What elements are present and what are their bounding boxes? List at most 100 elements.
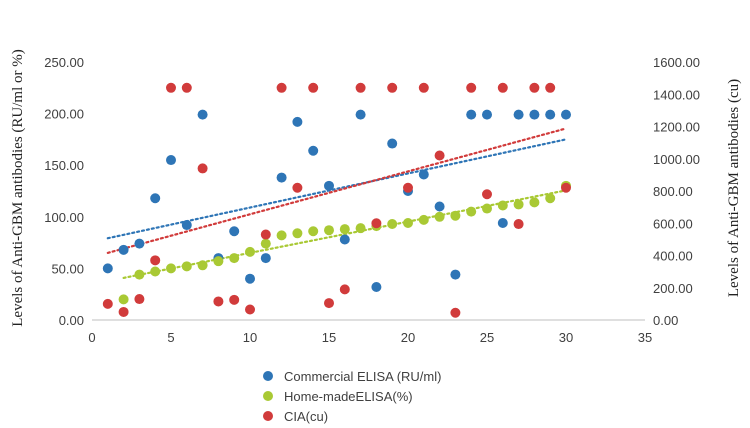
data-point <box>308 226 319 237</box>
x-tick-label: 20 <box>401 330 415 345</box>
data-point <box>403 217 413 228</box>
left-y-tick-label: 100.00 <box>44 210 84 225</box>
data-point <box>434 201 445 212</box>
data-point <box>181 220 192 231</box>
data-point <box>513 219 524 230</box>
right-y-tick-label: 800.00 <box>653 184 693 199</box>
x-tick-label: 30 <box>559 330 573 345</box>
data-point <box>339 224 350 235</box>
data-point <box>260 229 271 240</box>
trendline <box>106 138 568 240</box>
data-point <box>213 256 224 267</box>
data-point <box>434 211 445 222</box>
right-y-tick-label: 1000.00 <box>653 152 700 167</box>
data-point <box>450 269 461 280</box>
data-point <box>450 210 461 221</box>
data-point <box>529 82 540 93</box>
right-y-tick-label: 1200.00 <box>653 120 700 135</box>
left-y-tick-label: 150.00 <box>44 158 84 173</box>
data-point <box>324 180 334 191</box>
data-point <box>276 230 287 241</box>
legend: Commercial ELISA (RU/ml) Home-madeELISA(%… <box>263 369 441 424</box>
data-point <box>150 266 161 277</box>
data-point <box>371 281 382 292</box>
data-point <box>134 238 145 249</box>
right-y-tick-label: 200.00 <box>653 281 693 296</box>
data-point <box>260 253 271 264</box>
legend-marker <box>263 411 273 421</box>
data-point <box>134 294 145 305</box>
x-tick-label: 35 <box>638 330 652 345</box>
right-y-axis-ticks: 0.00 200.00 400.00 600.00 800.00 1000.00 1200.… <box>653 55 700 328</box>
left-y-tick-label: 50.00 <box>51 261 84 276</box>
data-point <box>545 193 556 204</box>
right-y-tick-label: 400.00 <box>653 249 693 264</box>
data-point <box>166 263 176 274</box>
data-point <box>292 228 303 239</box>
x-tick-label: 15 <box>322 330 336 345</box>
data-point <box>245 246 255 257</box>
data-point <box>339 284 350 295</box>
right-y-tick-label: 1400.00 <box>653 87 700 102</box>
data-point <box>434 150 445 161</box>
data-point <box>150 193 161 204</box>
legend-marker <box>263 371 273 381</box>
data-point <box>450 307 461 318</box>
x-tick-label: 0 <box>88 330 95 345</box>
data-point <box>561 109 571 120</box>
data-point <box>482 109 492 120</box>
legend-label: CIA(cu) <box>284 409 328 424</box>
left-y-axis-ticks: 0.00 50.00 100.00 150.00 200.00 250.00 <box>44 55 84 328</box>
data-point <box>545 109 556 120</box>
legend-label: Commercial ELISA (RU/ml) <box>284 369 441 384</box>
data-point <box>482 203 492 214</box>
data-point <box>229 226 240 237</box>
data-point <box>497 82 508 93</box>
data-point <box>134 269 145 280</box>
left-y-axis-label: Levels of Anti-GBM antibodies (RU/ml or … <box>10 49 26 326</box>
data-point <box>466 206 477 217</box>
data-point <box>181 261 192 272</box>
data-point <box>355 109 366 120</box>
trendlines <box>106 127 568 280</box>
data-point <box>324 225 334 236</box>
data-point <box>418 214 429 225</box>
data-points <box>102 82 571 318</box>
x-tick-label: 10 <box>243 330 257 345</box>
left-y-tick-label: 200.00 <box>44 107 84 122</box>
left-y-tick-label: 250.00 <box>44 55 84 70</box>
data-point <box>245 304 255 315</box>
data-point <box>418 82 429 93</box>
data-point <box>513 109 524 120</box>
x-tick-label: 5 <box>167 330 174 345</box>
x-axis-ticks: 0 5 10 15 20 25 30 35 <box>88 330 652 345</box>
data-point <box>213 296 224 307</box>
data-point <box>181 82 192 93</box>
data-point <box>197 260 208 271</box>
data-point <box>418 169 429 180</box>
data-point <box>229 253 240 264</box>
right-y-tick-label: 600.00 <box>653 216 693 231</box>
data-point <box>276 172 287 183</box>
data-point <box>292 182 303 193</box>
data-point <box>355 82 366 93</box>
data-point <box>276 82 287 93</box>
data-point <box>513 199 524 210</box>
data-point <box>197 163 208 174</box>
data-point <box>102 298 113 309</box>
data-point <box>229 294 240 305</box>
data-point <box>497 200 508 211</box>
data-point <box>403 182 413 193</box>
data-point <box>197 109 208 120</box>
data-point <box>387 219 398 230</box>
data-point <box>561 182 571 193</box>
data-point <box>466 82 477 93</box>
data-point <box>529 109 540 120</box>
data-point <box>166 155 176 166</box>
left-y-tick-label: 0.00 <box>59 313 84 328</box>
data-point <box>308 145 319 156</box>
legend-marker <box>263 391 273 401</box>
data-point <box>497 217 508 228</box>
data-point <box>324 298 334 309</box>
